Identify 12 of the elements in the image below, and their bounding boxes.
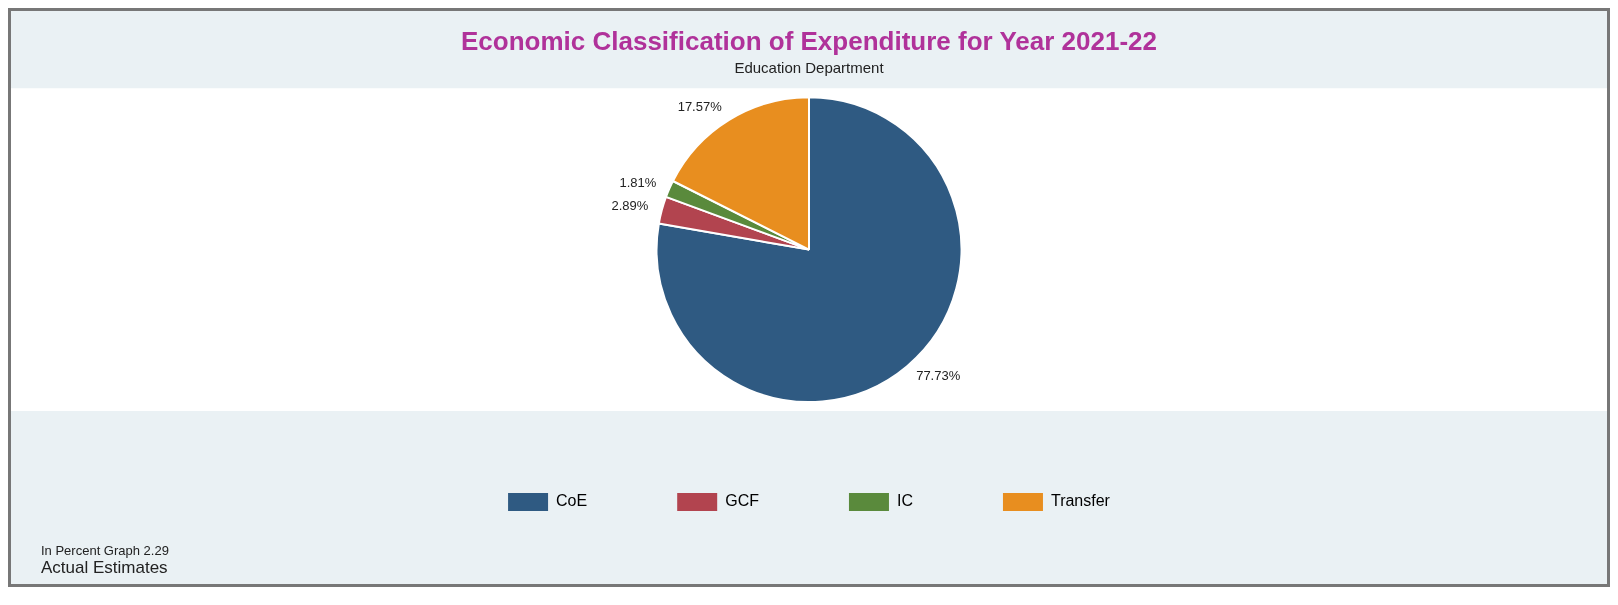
text: In Percent Graph 2.29 [41, 543, 170, 558]
data-label: 2.89% [611, 198, 649, 214]
data-label: 77.73% [916, 368, 961, 384]
legend-label: CoE [556, 492, 588, 510]
data-label: 1.81% [619, 174, 657, 190]
chart-subtitle: Education Department [734, 59, 885, 77]
text: Actual Estimates [41, 558, 169, 578]
data-label: 17.57% [677, 99, 723, 115]
legend-label: Transfer [1050, 492, 1111, 510]
legend-label: IC [896, 492, 913, 510]
legend-label: GCF [725, 492, 760, 510]
chart-title: Economic Classification of Expenditure for Year 2021-22 [461, 25, 1157, 56]
